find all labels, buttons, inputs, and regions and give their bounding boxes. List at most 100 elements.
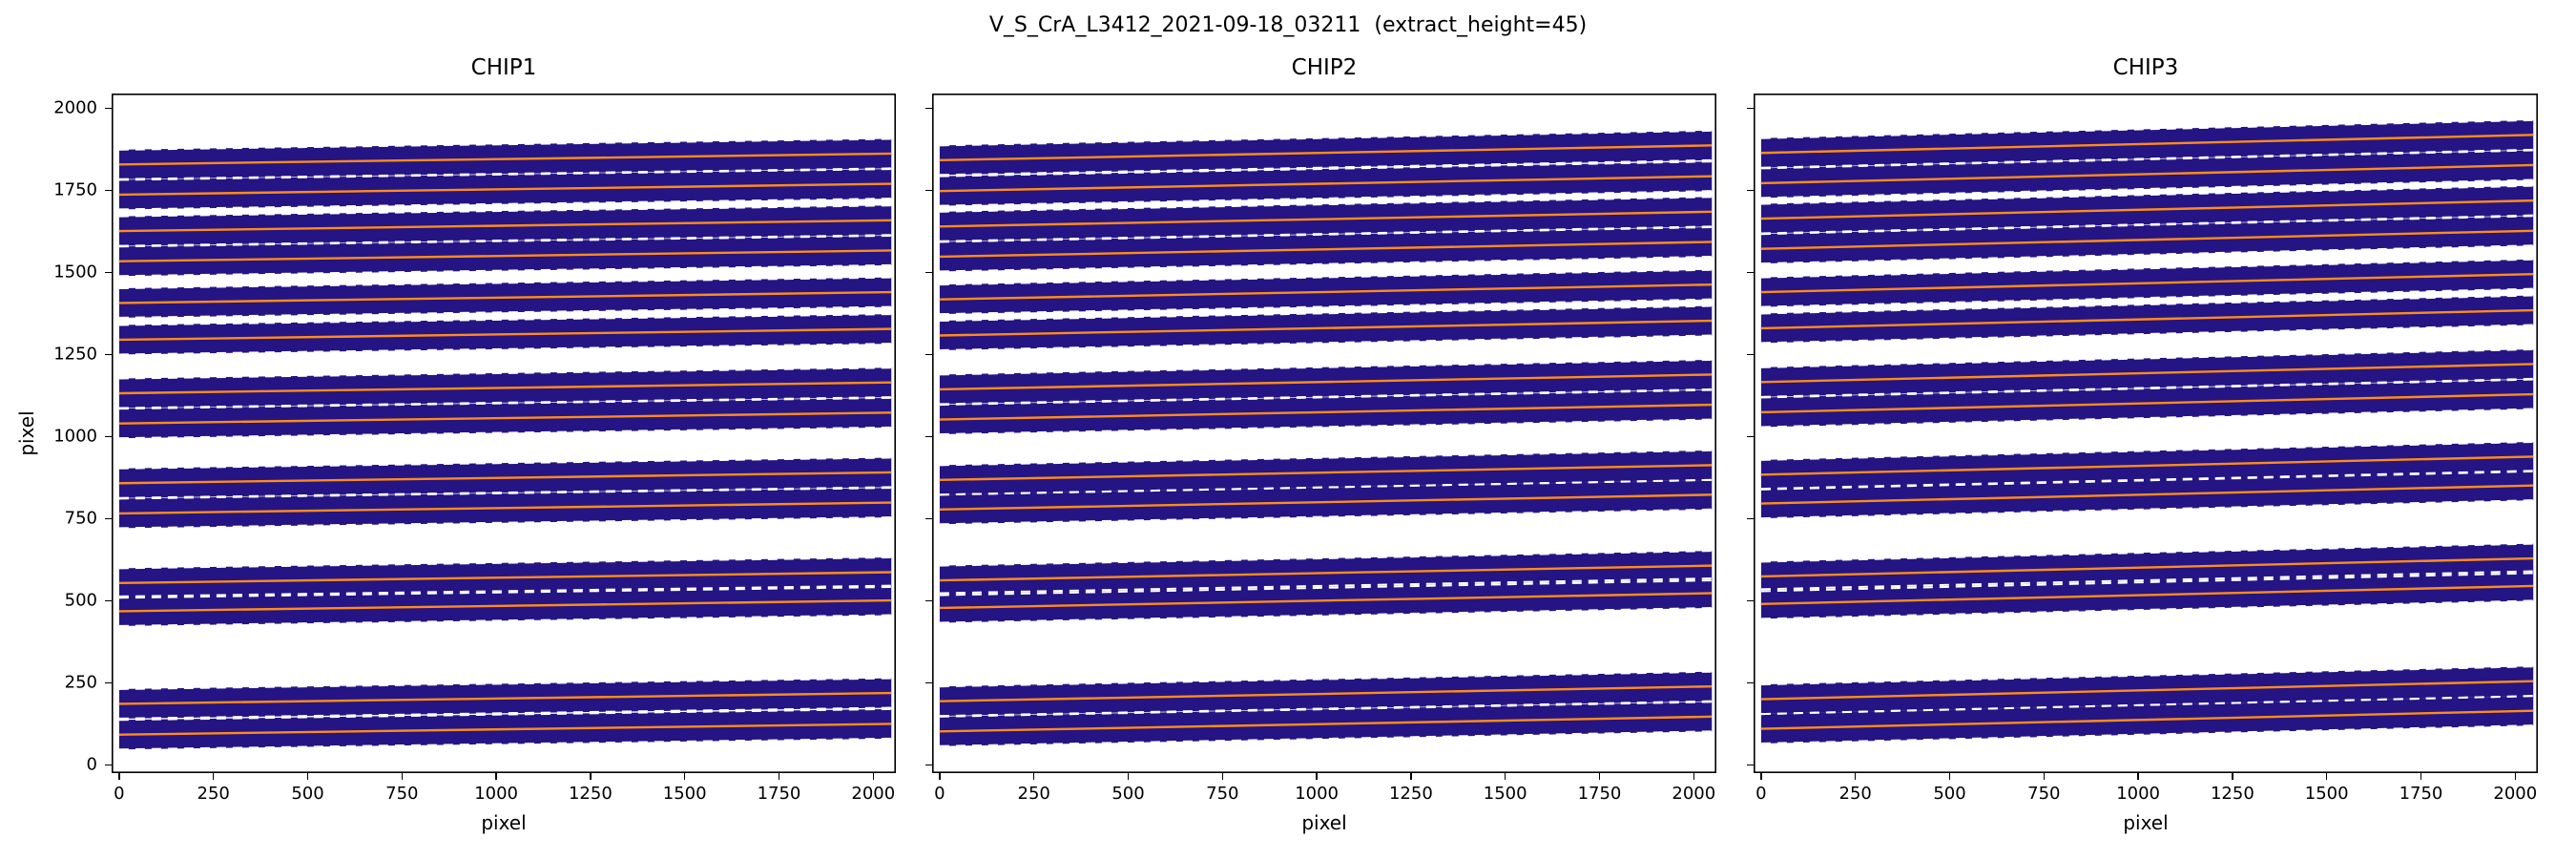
order-trace-center-line (118, 152, 892, 166)
order-trace-center-line (118, 327, 892, 342)
x-tick-label: 750 (385, 784, 419, 804)
x-tick-mark (1948, 773, 1951, 780)
x-tick-label: 1750 (2399, 784, 2443, 804)
y-tick-mark (105, 681, 112, 684)
order-trace-center-line (118, 691, 892, 705)
y-tick-mark (925, 435, 932, 438)
order-trace-center-line (1760, 680, 2534, 701)
x-tick-mark (118, 773, 120, 780)
x-tick-label: 1500 (2304, 784, 2349, 804)
y-tick-mark (925, 764, 932, 766)
x-tick-label: 0 (1755, 784, 1767, 804)
y-tick-mark (105, 353, 112, 356)
y-tick-mark (925, 681, 932, 684)
x-tick-label: 1000 (474, 784, 518, 804)
order-trace-center-line (1760, 392, 2534, 414)
x-tick-mark (1410, 773, 1412, 780)
figure-title: V_S_CrA_L3412_2021-09-18_03211 (extract_… (988, 13, 1588, 37)
y-tick-mark (105, 599, 112, 602)
x-axis-label: pixel (2123, 811, 2169, 834)
order-trace-center-line (118, 471, 892, 485)
y-tick-mark (1747, 353, 1754, 356)
order-trace-center-line (939, 175, 1713, 193)
x-tick-label: 2000 (2493, 784, 2538, 804)
y-tick-mark (105, 189, 112, 192)
plot-area-chip3 (1754, 94, 2538, 773)
x-tick-label: 1250 (568, 784, 613, 804)
order-trace-center-line (118, 290, 892, 304)
x-tick-label: 1750 (757, 784, 801, 804)
x-tick-label: 500 (1933, 784, 1966, 804)
x-tick-mark (1598, 773, 1601, 780)
order-trace-plot (1754, 94, 2538, 773)
order-trace-center-line (1760, 363, 2534, 384)
x-tick-mark (1760, 773, 1762, 780)
x-tick-mark (1504, 773, 1506, 780)
x-axis-label: pixel (1301, 811, 1347, 834)
y-tick-mark (925, 271, 932, 274)
x-tick-mark (2043, 773, 2046, 780)
x-tick-mark (2137, 773, 2139, 780)
order-trace-center-line (118, 598, 892, 613)
order-trace-center-line (1760, 134, 2534, 155)
y-tick-mark (105, 764, 112, 766)
order-trace-center-line (1760, 229, 2534, 250)
y-tick-mark (925, 517, 932, 520)
order-trace-center-line (939, 210, 1713, 228)
order-trace-center-line (1760, 163, 2534, 185)
panel-title-chip2: CHIP2 (1291, 55, 1358, 80)
order-trace-center-line (939, 493, 1713, 511)
plot-area-chip2 (932, 94, 1716, 773)
axes-frame (112, 94, 896, 773)
order-trace-center-line (1760, 199, 2534, 220)
y-tick-label: 0 (86, 754, 97, 775)
x-tick-label: 1750 (1577, 784, 1622, 804)
x-tick-label: 2000 (1672, 784, 1716, 804)
order-trace-center-line (939, 684, 1713, 702)
order-trace-center-line (939, 592, 1713, 610)
x-tick-mark (2325, 773, 2328, 780)
order-trace-center-line (1760, 484, 2534, 505)
x-tick-label: 2000 (851, 784, 896, 804)
y-tick-label: 1250 (53, 344, 97, 365)
y-tick-mark (1747, 435, 1754, 438)
x-tick-label: 250 (1017, 784, 1050, 804)
x-tick-mark (1032, 773, 1035, 780)
y-tick-mark (1747, 764, 1754, 766)
order-trace-center-line (118, 723, 892, 736)
x-tick-mark (1221, 773, 1224, 780)
x-tick-mark (1127, 773, 1130, 780)
x-tick-label: 1250 (2210, 784, 2254, 804)
order-trace-center-line (939, 403, 1713, 421)
y-tick-mark (925, 107, 932, 110)
order-trace-center-line (1760, 308, 2534, 330)
order-trace-center-line (118, 219, 892, 233)
x-tick-label: 1000 (2116, 784, 2160, 804)
order-trace-center-line (118, 571, 892, 585)
x-tick-label: 1250 (1388, 784, 1433, 804)
y-tick-label: 500 (64, 590, 97, 611)
x-tick-mark (401, 773, 404, 780)
x-tick-label: 250 (197, 784, 230, 804)
order-trace-center-line (1760, 556, 2534, 578)
y-tick-mark (1747, 271, 1754, 274)
x-tick-mark (1316, 773, 1318, 780)
order-trace-plot (932, 94, 1716, 773)
y-tick-label: 2000 (53, 97, 97, 118)
order-trace-center-line (939, 283, 1713, 301)
x-tick-mark (212, 773, 215, 780)
order-trace-center-line (118, 249, 892, 262)
y-tick-label: 250 (64, 672, 97, 693)
order-trace-center-line (1760, 709, 2534, 730)
axes-frame (932, 94, 1716, 773)
order-trace-center-line (118, 501, 892, 515)
x-tick-mark (2514, 773, 2517, 780)
y-tick-mark (925, 353, 932, 356)
order-trace-plot (112, 94, 896, 773)
y-tick-mark (105, 107, 112, 110)
order-trace-center-line (939, 564, 1713, 582)
y-tick-mark (1747, 517, 1754, 520)
y-tick-mark (925, 599, 932, 602)
y-tick-label: 750 (64, 508, 97, 529)
